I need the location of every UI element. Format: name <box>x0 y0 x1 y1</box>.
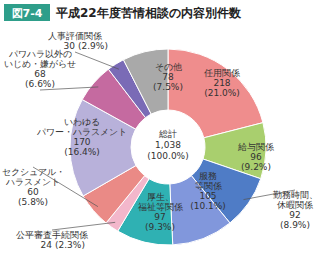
slice-label: 服務等関係 <box>195 171 222 191</box>
value-label: 105 <box>199 191 216 201</box>
value-label: 170 <box>73 137 90 147</box>
figure-label-box <box>4 4 50 21</box>
value-label: 78 <box>162 72 174 82</box>
value-label: 30 <box>64 41 76 51</box>
total: 総計1,038(100.0%) <box>147 129 188 161</box>
slice-label: 給与関係 <box>237 142 274 152</box>
slice-label: 任用関係 <box>203 68 240 78</box>
percent-label: (7.5%) <box>153 82 183 92</box>
slice <box>168 49 263 138</box>
slice-label: 勤務時間、休暇関係 <box>273 190 318 210</box>
total-value: 1,038 <box>155 140 181 150</box>
slice-label: いわゆるパワー・ハラスメント <box>36 117 127 137</box>
value-label: 218 <box>213 78 230 88</box>
slice-label: 厚生、福祉等関係 <box>138 192 183 212</box>
value-label: 68 <box>34 69 46 79</box>
percent-label: (2.3%) <box>55 240 85 250</box>
percent-label: (5.8%) <box>18 197 48 207</box>
value-label: 96 <box>250 152 262 162</box>
value-label: 24 <box>41 240 53 250</box>
leader-line <box>52 222 115 230</box>
leader-line <box>75 52 119 69</box>
percent-label: (6.6%) <box>25 79 55 89</box>
percent-label: (21.0%) <box>204 88 240 98</box>
slice-label: セクシュアル・ハラスメント <box>2 167 65 187</box>
percent-label: (10.1%) <box>190 201 226 211</box>
figure-label: 図7-4 <box>12 7 43 20</box>
percent-label: (9.2%) <box>241 162 271 172</box>
value-label: 97 <box>154 212 165 222</box>
slice-label: パワハラ以外のいじめ・嫌がらせ <box>4 49 76 69</box>
value-label: 60 <box>27 187 39 197</box>
title: 平成22年度苦情相談の内容別件数 <box>55 6 242 20</box>
percent-label: (16.4%) <box>64 147 100 157</box>
percent-label: (2.9%) <box>78 41 108 51</box>
total-label: 総計 <box>158 129 177 139</box>
chart: 図7-4 平成22年度苦情相談の内容別件数任用関係218(21.0%) 給与関係96… <box>0 0 330 265</box>
slice-label: その他 <box>155 62 182 72</box>
value-label: 92 <box>289 210 300 220</box>
slice-label: 人事評価関係 <box>48 31 102 41</box>
total-percent: (100.0%) <box>147 151 188 161</box>
percent-label: (9.3%) <box>145 222 175 232</box>
labels: 任用関係218(21.0%) 給与関係96(9.2%) 勤務時間、休暇関係92(8.… <box>2 31 318 250</box>
title-group: 図7-4 平成22年度苦情相談の内容別件数 <box>4 4 242 21</box>
percent-label: (8.9%) <box>280 220 310 230</box>
slice-label: 公平審査手続関係 <box>16 230 88 240</box>
